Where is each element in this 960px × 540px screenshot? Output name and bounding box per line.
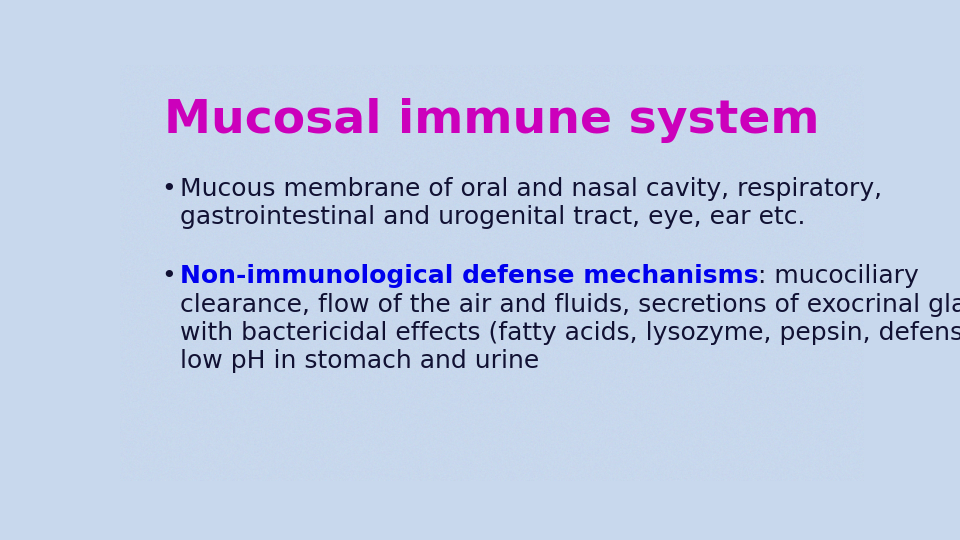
Text: : mucociliary: : mucociliary: [758, 265, 919, 288]
Text: with bactericidal effects (fatty acids, lysozyme, pepsin, defensins),: with bactericidal effects (fatty acids, …: [180, 321, 960, 345]
Text: gastrointestinal and urogenital tract, eye, ear etc.: gastrointestinal and urogenital tract, e…: [180, 205, 805, 229]
Text: •: •: [161, 177, 176, 201]
Text: •: •: [161, 265, 176, 288]
Text: Non-immunological defense mechanisms: Non-immunological defense mechanisms: [180, 265, 758, 288]
Text: low pH in stomach and urine: low pH in stomach and urine: [180, 349, 539, 373]
Text: clearance, flow of the air and fluids, secretions of exocrinal glands: clearance, flow of the air and fluids, s…: [180, 293, 960, 316]
Text: Mucosal immune system: Mucosal immune system: [164, 98, 820, 143]
Text: Mucous membrane of oral and nasal cavity, respiratory,: Mucous membrane of oral and nasal cavity…: [180, 177, 881, 201]
